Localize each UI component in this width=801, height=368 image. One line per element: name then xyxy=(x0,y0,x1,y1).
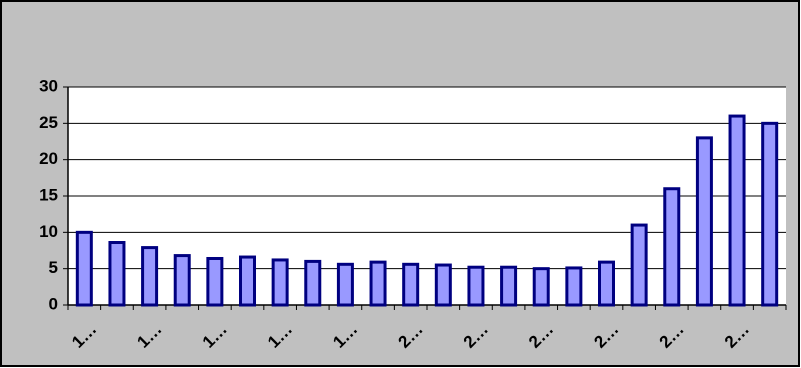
bar xyxy=(206,256,224,307)
bar xyxy=(239,255,256,307)
bar xyxy=(695,136,713,307)
y-tick-label: 25 xyxy=(39,113,58,132)
bar xyxy=(565,266,583,307)
bar xyxy=(598,260,615,307)
bar xyxy=(728,114,746,307)
bar xyxy=(467,265,485,307)
y-tick-label: 5 xyxy=(49,258,58,277)
bar xyxy=(304,259,322,307)
bar xyxy=(108,241,126,307)
y-tick-label: 0 xyxy=(49,294,58,313)
y-tick-label: 30 xyxy=(39,76,58,95)
y-tick-label: 20 xyxy=(39,149,58,168)
bar xyxy=(500,265,518,307)
bar xyxy=(663,187,681,307)
bar xyxy=(336,262,354,307)
bar xyxy=(630,223,648,307)
bar xyxy=(761,121,779,307)
y-tick-label: 15 xyxy=(39,185,58,204)
bar xyxy=(434,263,452,307)
bar xyxy=(75,230,93,307)
bar xyxy=(402,262,420,307)
bar xyxy=(369,260,387,307)
bar xyxy=(173,254,191,307)
bar xyxy=(271,258,289,307)
y-tick-label: 10 xyxy=(39,222,58,241)
bar xyxy=(141,246,159,307)
bar xyxy=(532,267,550,307)
